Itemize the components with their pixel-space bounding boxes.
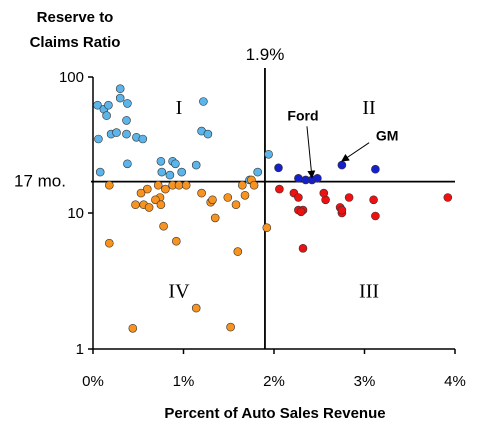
annotation-arrow-gm xyxy=(341,142,370,162)
data-point-light-blue xyxy=(203,129,213,139)
data-point-dark-blue xyxy=(294,174,303,183)
x-tick-label: 2% xyxy=(263,373,285,390)
data-point-light-blue xyxy=(165,170,175,180)
y-tick-label: 10 xyxy=(67,205,84,222)
data-point-orange xyxy=(172,236,181,246)
x-tick-label: 3% xyxy=(354,373,376,390)
data-point-red xyxy=(275,184,284,194)
plot-frame xyxy=(92,77,455,350)
data-point-orange xyxy=(231,200,241,209)
data-point-red xyxy=(337,205,347,215)
data-point-orange xyxy=(156,200,166,209)
x-tick-label: 4% xyxy=(444,373,466,390)
data-point-light-blue xyxy=(157,167,167,177)
y-axis-title: Reserve to Claims Ratio xyxy=(30,9,121,51)
data-point-orange xyxy=(151,195,160,205)
quadrant-label-i: I xyxy=(176,97,183,119)
data-point-orange xyxy=(249,180,259,190)
data-point-orange xyxy=(153,180,163,190)
data-point-light-blue xyxy=(253,167,263,177)
data-point-orange xyxy=(161,184,170,194)
quadrant-label-iv: IV xyxy=(168,280,190,302)
data-point-dark-blue xyxy=(274,163,283,173)
annotation-label-gm: GM xyxy=(376,128,399,144)
annotation-arrow-ford xyxy=(306,126,316,179)
data-point-red xyxy=(294,193,303,202)
data-point-light-blue xyxy=(177,167,186,177)
y-tick-label: 1 xyxy=(76,341,84,358)
data-point-red xyxy=(296,207,306,217)
data-point-light-blue xyxy=(171,159,180,169)
data-point-dark-blue xyxy=(337,160,347,170)
x-axis-title: Percent of Auto Sales Revenue xyxy=(164,405,385,422)
data-point-orange xyxy=(181,180,191,190)
data-point-red xyxy=(371,211,380,221)
data-point-light-blue xyxy=(115,93,125,103)
quadrant-label-ii: II xyxy=(362,97,375,119)
data-point-dark-blue xyxy=(371,164,380,174)
data-point-orange xyxy=(240,191,250,200)
data-point-orange xyxy=(144,203,154,212)
y-tick-label: 100 xyxy=(59,69,84,86)
data-point-orange xyxy=(105,180,114,190)
data-point-orange xyxy=(191,303,201,313)
y-axis-title-line-2: Claims Ratio xyxy=(30,34,121,51)
x-axis-ticks: 0% 1% 2% 3% 4% xyxy=(82,349,466,390)
data-point-orange xyxy=(131,200,140,209)
data-point-light-blue xyxy=(123,99,132,108)
data-point-orange xyxy=(197,188,206,198)
y-axis-title-line-1: Reserve to xyxy=(37,9,114,26)
data-point-orange xyxy=(210,213,220,223)
data-point-light-blue xyxy=(94,134,103,144)
data-point-light-blue xyxy=(95,167,105,177)
data-point-light-blue xyxy=(122,129,131,139)
quadrant-dividers: 1.9% 17 mo. xyxy=(14,45,455,349)
horizontal-divider-label: 17 mo. xyxy=(14,172,66,191)
data-point-orange xyxy=(226,322,235,332)
data-point-light-blue xyxy=(199,97,208,106)
x-tick-label: 0% xyxy=(82,373,104,390)
data-point-light-blue xyxy=(104,100,113,110)
data-point-orange xyxy=(136,188,146,198)
data-point-light-blue xyxy=(264,150,273,159)
data-point-red xyxy=(369,195,378,205)
vertical-divider-label: 1.9% xyxy=(246,45,285,64)
data-point-orange xyxy=(159,221,168,231)
data-point-orange xyxy=(174,180,184,190)
data-point-light-blue xyxy=(138,134,148,144)
data-point-red xyxy=(319,188,329,198)
data-point-light-blue xyxy=(93,100,102,110)
data-point-orange xyxy=(208,195,217,205)
data-point-red xyxy=(344,193,354,202)
data-point-orange xyxy=(143,184,152,194)
annotations: Ford GM xyxy=(287,107,399,179)
data-point-dark-blue xyxy=(313,174,322,183)
data-point-light-blue xyxy=(112,128,121,137)
data-point-light-blue xyxy=(102,111,111,120)
data-point-light-blue xyxy=(191,160,201,170)
data-point-red xyxy=(298,244,308,253)
data-point-red xyxy=(443,193,453,202)
data-point-orange xyxy=(128,323,138,333)
data-point-orange xyxy=(105,238,114,248)
data-point-light-blue xyxy=(122,116,131,125)
data-points xyxy=(93,84,453,333)
data-point-light-blue xyxy=(123,159,132,169)
quadrant-label-iii: III xyxy=(359,280,379,302)
x-tick-label: 1% xyxy=(173,373,195,390)
data-point-orange xyxy=(223,193,233,202)
data-point-light-blue xyxy=(156,157,166,166)
annotation-label-ford: Ford xyxy=(287,107,318,123)
data-point-orange xyxy=(233,247,243,256)
data-point-orange xyxy=(262,223,272,232)
data-point-orange xyxy=(238,180,247,190)
y-axis-ticks: 100 10 1 xyxy=(59,69,93,358)
data-point-light-blue xyxy=(115,84,125,93)
